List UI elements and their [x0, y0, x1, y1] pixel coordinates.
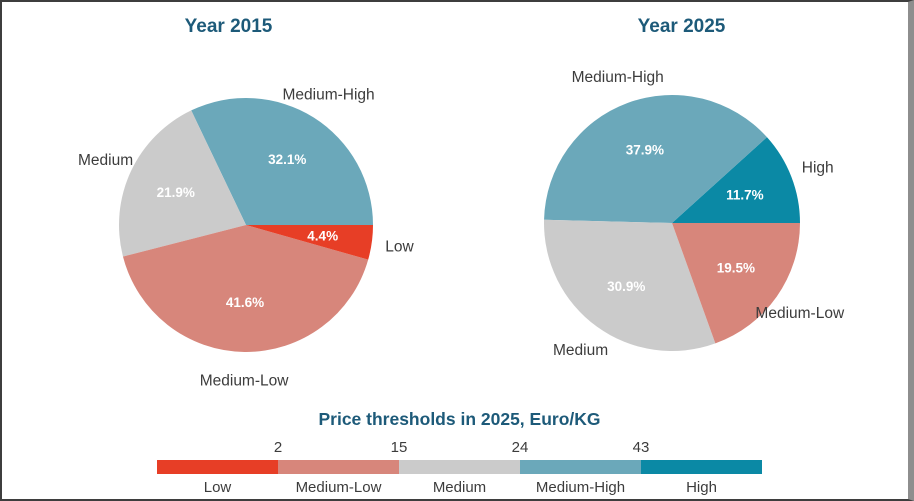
colorbar-segment-medium [399, 460, 520, 474]
slice-label-low: Low [385, 239, 414, 256]
pie-charts-row: Year 2015 32.1% Medium-High 21.9% Medium 41.… [2, 2, 908, 392]
threshold-value-2: 2 [273, 439, 283, 456]
slice-label-medium: Medium [553, 342, 608, 359]
legend-label-medium-low: Medium-Low [295, 479, 382, 496]
pct-label-medium-high: 37.9% [626, 143, 664, 158]
legend-category-labels: Low Medium-Low Medium Medium-High High [157, 474, 762, 497]
pct-label-medium: 30.9% [607, 279, 645, 294]
pie-slice-medium-high [191, 98, 373, 225]
pie-chart-2025: Year 2025 11.7% High 37.9% Medium-High 30.9%… [455, 2, 908, 392]
colorbar-segment-medium-high [520, 460, 641, 474]
pct-label-medium-high: 32.1% [268, 152, 306, 167]
legend-label-low: Low [203, 479, 232, 496]
threshold-value-43: 43 [632, 439, 650, 456]
pie-slice-medium [119, 110, 246, 257]
pct-label-low: 4.4% [307, 228, 338, 243]
pie-slice-low [246, 225, 373, 260]
slice-label-medium-high: Medium-High [283, 86, 375, 103]
pie-chart-2015: Year 2015 32.1% Medium-High 21.9% Medium 41.… [2, 2, 455, 392]
colorbar-segment-low [157, 460, 278, 474]
pie-slice-medium-high [544, 95, 767, 223]
legend-colorbar [157, 460, 762, 474]
pie-svg-2025: 11.7% High 37.9% Medium-High 30.9% Medium 19.5… [543, 69, 845, 359]
pct-label-medium-low: 41.6% [226, 295, 264, 310]
legend-label-high: High [686, 479, 717, 496]
pie-slice-medium-low [122, 225, 369, 353]
chart-title-2025: Year 2025 [637, 16, 726, 37]
legend-label-medium: Medium [432, 479, 487, 496]
pie-slice-medium [543, 219, 716, 351]
colorbar-segment-high [641, 460, 762, 474]
pct-label-medium-low: 19.5% [717, 261, 755, 276]
threshold-value-15: 15 [390, 439, 408, 456]
slice-label-medium-high: Medium-High [572, 69, 664, 86]
pie-svg-2015: 32.1% Medium-High 21.9% Medium 41.6% Medium-L… [78, 86, 414, 389]
legend-label-medium-high: Medium-High [535, 479, 626, 496]
slice-label-medium-low: Medium-Low [200, 372, 290, 389]
slice-label-high: High [802, 159, 834, 176]
colorbar-segment-medium-low [278, 460, 399, 474]
price-threshold-legend: Price thresholds in 2025, Euro/KG 2 15 24 4… [157, 408, 762, 497]
slice-label-medium: Medium [78, 152, 133, 169]
threshold-value-24: 24 [511, 439, 529, 456]
legend-title: Price thresholds in 2025, Euro/KG [318, 409, 601, 429]
pct-label-medium: 21.9% [157, 185, 195, 200]
pie-slice-medium-low [672, 223, 800, 344]
pct-label-high: 11.7% [726, 188, 764, 203]
legend-thresholds: 2 15 24 43 [157, 436, 762, 460]
slice-label-medium-low: Medium-Low [755, 305, 845, 322]
pie-slice-high [672, 137, 800, 223]
chart-title-2015: Year 2015 [184, 16, 273, 37]
